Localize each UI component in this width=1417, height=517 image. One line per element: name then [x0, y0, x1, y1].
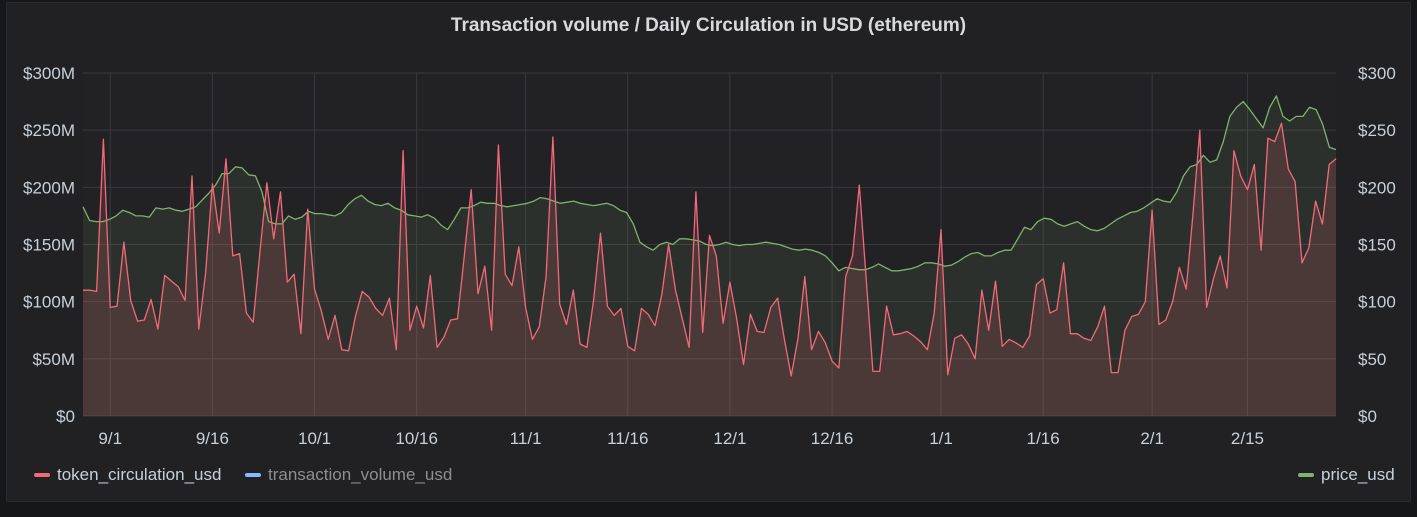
legend-item-transaction-volume[interactable]: transaction_volume_usd: [245, 465, 452, 485]
legend-label-token-circulation: token_circulation_usd: [57, 465, 222, 484]
x-tick-label: 1/16: [1027, 429, 1060, 448]
legend-label-transaction-volume: transaction_volume_usd: [268, 465, 453, 484]
x-axis: 9/1 9/16 10/1 10/16 11/1 11/16 12/1 12/16 1/1 1/1…: [98, 429, 1264, 448]
y-right-tick-label: $250: [1358, 121, 1396, 140]
series-lines: [82, 95, 1337, 377]
x-tick-label: 10/16: [395, 429, 438, 448]
x-tick-label: 2/15: [1231, 429, 1264, 448]
y-right-tick-label: $150: [1358, 236, 1396, 255]
y-right-tick-label: $200: [1358, 178, 1396, 197]
x-tick-label: 11/1: [510, 429, 542, 448]
y-left-tick-label: $50M: [32, 350, 75, 369]
x-tick-label: 12/1: [713, 429, 746, 448]
x-tick-label: 12/16: [811, 429, 854, 448]
y-right-tick-label: $300: [1358, 64, 1396, 83]
legend-swatch-token-circulation: [34, 473, 50, 477]
x-tick-label: 9/16: [196, 429, 229, 448]
legend-item-price[interactable]: price_usd: [1298, 465, 1395, 485]
y-right-tick-label: $0: [1358, 407, 1377, 426]
x-tick-label: 1/1: [929, 429, 953, 448]
price-usd-line: [82, 95, 1337, 272]
y-left-tick-label: $150M: [23, 236, 75, 255]
y-left-tick-label: $100M: [23, 293, 75, 312]
y-axis-left: $0 $50M $100M $150M $200M $250M $300M: [23, 64, 75, 426]
x-tick-label: 11/16: [607, 429, 648, 448]
y-right-tick-label: $100: [1358, 293, 1396, 312]
x-tick-label: 10/1: [298, 429, 331, 448]
token-circulation-usd-line: [83, 122, 1337, 377]
y-right-tick-label: $50: [1358, 350, 1386, 369]
y-left-tick-label: $250M: [23, 121, 75, 140]
y-left-tick-label: $300M: [23, 64, 75, 83]
x-tick-label: 2/1: [1140, 429, 1164, 448]
y-left-tick-label: $200M: [23, 178, 75, 197]
legend-swatch-transaction-volume: [245, 473, 261, 477]
y-axis-right: $0 $50 $100 $150 $200 $250 $300: [1358, 64, 1396, 426]
x-tick-label: 9/1: [98, 429, 122, 448]
legend-item-token-circulation[interactable]: token_circulation_usd: [34, 465, 221, 485]
legend-swatch-price: [1298, 473, 1314, 477]
y-left-tick-label: $0: [56, 407, 75, 426]
panel-title[interactable]: Transaction volume / Daily Circulation i…: [450, 15, 967, 36]
token-circulation-usd-area: [83, 123, 1336, 417]
legend-label-price: price_usd: [1321, 465, 1395, 484]
